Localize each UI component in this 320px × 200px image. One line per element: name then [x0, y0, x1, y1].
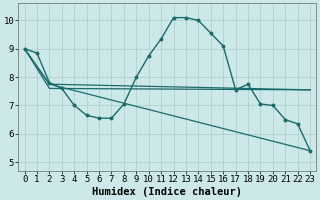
X-axis label: Humidex (Indice chaleur): Humidex (Indice chaleur) [92, 186, 242, 197]
